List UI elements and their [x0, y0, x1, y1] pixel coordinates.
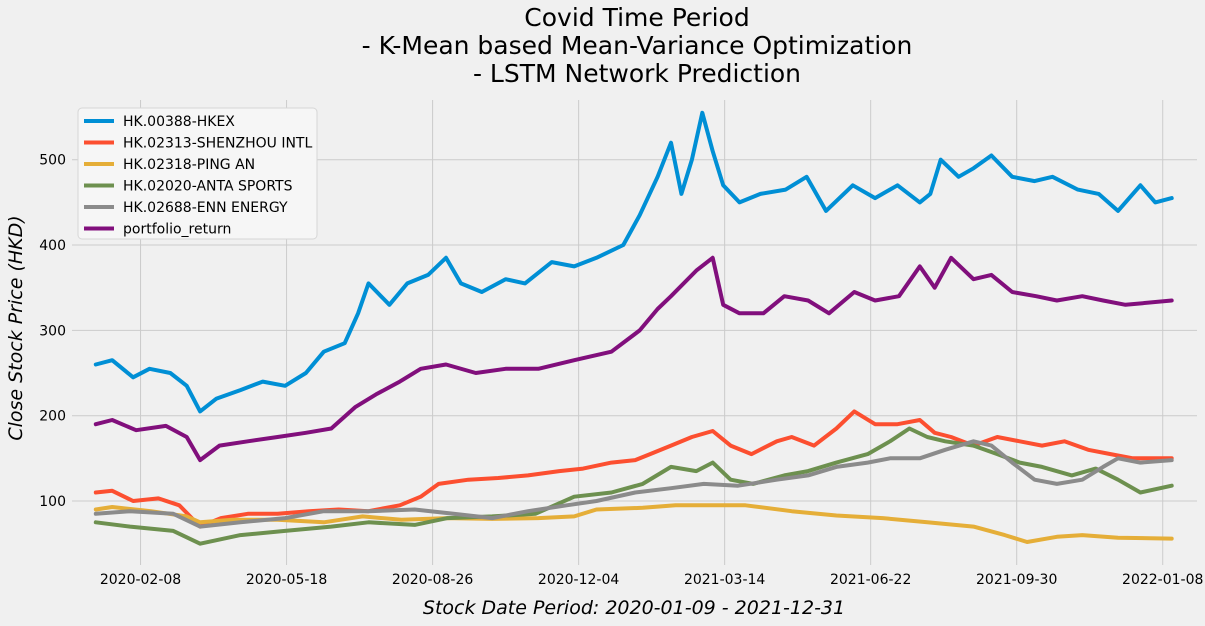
y-tick-label: 200 — [39, 409, 66, 425]
x-tick-label: 2021-09-30 — [976, 572, 1057, 588]
legend-label: HK.02318-PING AN — [123, 157, 255, 173]
x-tick-label: 2020-02-08 — [100, 572, 181, 588]
x-tick-label: 2020-05-18 — [246, 572, 327, 588]
legend-label: portfolio_return — [123, 222, 231, 238]
chart-title: Covid Time Period - K-Mean based Mean-Va… — [362, 3, 913, 88]
x-tick-label: 2021-06-22 — [830, 572, 911, 588]
title-line-1: Covid Time Period — [524, 3, 749, 32]
series-line-4 — [93, 439, 1174, 529]
y-tick-label: 400 — [39, 238, 66, 254]
y-tick-label: 300 — [39, 323, 66, 339]
legend-label: HK.02020-ANTA SPORTS — [123, 179, 293, 195]
series-line-3 — [93, 426, 1174, 546]
grid — [72, 100, 1197, 565]
x-tick-label: 2020-08-26 — [392, 572, 473, 588]
tick-labels: 2020-02-08 2020-05-18 2020-08-26 2020-12-04… — [39, 153, 1203, 588]
legend: HK.00388-HKEX HK.02313-SHENZHOU INTL HK.02… — [77, 107, 318, 240]
series-layer — [93, 110, 1174, 546]
x-tick-label: 2022-01-08 — [1122, 572, 1203, 588]
legend-label: HK.02688-ENN ENERGY — [123, 200, 288, 216]
title-line-3: - LSTM Network Prediction — [473, 59, 801, 88]
y-tick-label: 500 — [39, 153, 66, 169]
series-line-1 — [93, 409, 1174, 529]
series-line-2 — [93, 503, 1174, 544]
legend-label: HK.02313-SHENZHOU INTL — [123, 136, 312, 152]
legend-label: HK.00388-HKEX — [123, 114, 235, 130]
y-tick-label: 100 — [39, 494, 66, 510]
y-axis-label: Close Stock Price (HKD) — [5, 215, 27, 440]
x-tick-label: 2021-03-14 — [684, 572, 765, 588]
legend-box — [77, 107, 318, 240]
x-axis-label: Stock Date Period: 2020-01-09 - 2021-12-… — [423, 597, 845, 619]
x-tick-label: 2020-12-04 — [538, 572, 619, 588]
title-line-2: - K-Mean based Mean-Variance Optimizatio… — [362, 31, 913, 60]
series-line-0 — [93, 110, 1174, 414]
series-line-5 — [93, 255, 1174, 463]
